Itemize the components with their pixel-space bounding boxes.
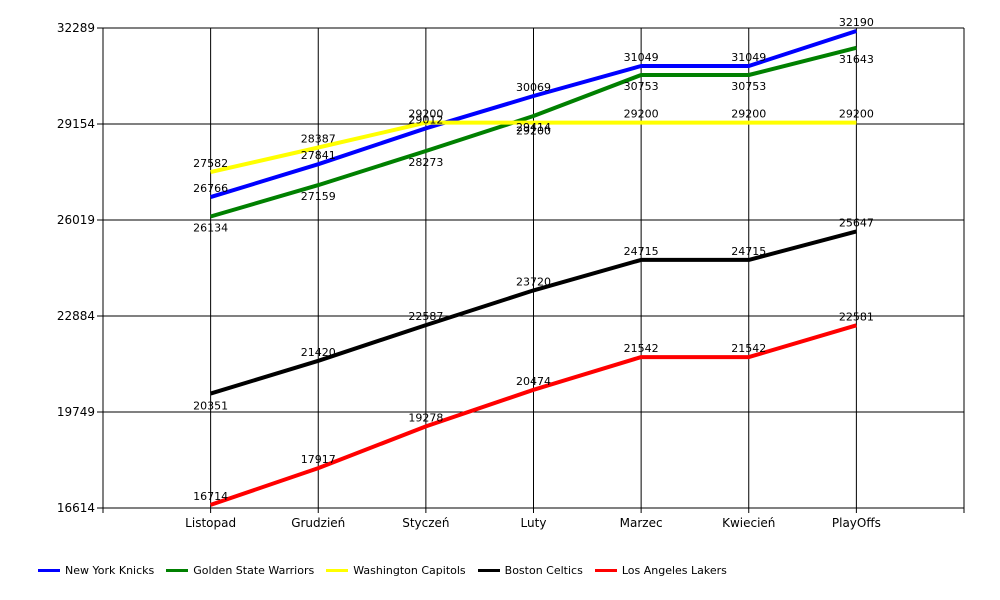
- legend-item: Golden State Warriors: [166, 564, 314, 577]
- data-label: 16714: [193, 490, 228, 503]
- legend-item: Washington Capitols: [326, 563, 466, 577]
- data-label: 21420: [301, 346, 336, 359]
- data-label: 28273: [408, 156, 443, 169]
- x-tick-label: Styczeń: [402, 516, 449, 530]
- y-tick-label: 16614: [57, 501, 95, 515]
- data-label: 25647: [839, 216, 874, 229]
- y-tick-label: 19749: [57, 405, 95, 419]
- data-label: 23720: [516, 275, 551, 288]
- data-labels: 26766 27841 29012 30069 31049 31049 32190 26134…: [193, 16, 874, 503]
- data-label: 20351: [193, 400, 228, 413]
- series-line-los-angeles-lakers: [209, 323, 857, 507]
- data-label: 29414: [516, 121, 551, 134]
- data-label: 27841: [301, 149, 336, 162]
- data-label: 29012: [408, 113, 443, 126]
- legend-label: Boston Celtics: [504, 563, 583, 577]
- grid: [103, 27, 964, 509]
- data-label: 27159: [301, 190, 336, 203]
- data-label: 30753: [624, 80, 659, 93]
- data-label: 31049: [624, 51, 659, 64]
- series-line-golden-state-warriors: [210, 45, 857, 219]
- chart-legend: New York Knicks Golden State Warriors Wash…: [38, 562, 739, 578]
- x-tick-label: Luty: [521, 516, 547, 530]
- legend-label: Washington Capitols: [353, 563, 466, 577]
- data-label: 21542: [731, 342, 766, 355]
- data-label: 24715: [731, 245, 766, 258]
- legend-swatch: [166, 568, 189, 572]
- data-label: 27582: [193, 157, 228, 170]
- legend-swatch: [38, 568, 60, 572]
- data-label: 32190: [839, 16, 874, 29]
- legend-label: Los Angeles Lakers: [621, 563, 727, 577]
- legend-swatch: [326, 568, 349, 572]
- axes: 16614 19749 22884 26019 29154 32289 Listopad Gr…: [57, 21, 965, 530]
- series-line-washington-capitols: [210, 120, 857, 175]
- legend-swatch: [594, 568, 617, 572]
- legend-label: Golden State Warriors: [193, 563, 315, 577]
- y-tick-label: 22884: [57, 309, 95, 323]
- data-label: 31643: [839, 53, 874, 66]
- data-label: 24715: [624, 245, 659, 258]
- series-line-boston-celtics: [210, 229, 857, 396]
- y-tick-label: 26019: [57, 213, 95, 227]
- data-label: 22581: [839, 310, 874, 323]
- data-label: 29200: [408, 108, 443, 121]
- x-tick-label: Kwiecień: [722, 516, 775, 530]
- x-tick-label: Marzec: [620, 516, 663, 530]
- data-label: 30753: [731, 80, 766, 93]
- series-line-new-york-knicks: [210, 29, 858, 200]
- data-label: 26766: [193, 182, 228, 195]
- legend-item: Los Angeles Lakers: [594, 563, 727, 577]
- data-label: 29200: [839, 108, 874, 121]
- data-label: 29200: [731, 108, 766, 121]
- data-label: 30069: [516, 81, 551, 94]
- y-tick-label: 32289: [57, 21, 95, 35]
- data-label: 31049: [731, 51, 766, 64]
- data-label: 19278: [408, 411, 443, 424]
- legend-item: Boston Celtics: [477, 563, 583, 577]
- y-tick-label: 29154: [57, 117, 95, 131]
- data-label: 21542: [624, 342, 659, 355]
- legend-swatch: [477, 568, 500, 572]
- data-label: 26134: [193, 221, 228, 234]
- x-tick-label: Listopad: [185, 516, 236, 530]
- data-label: 28387: [301, 132, 336, 145]
- data-label: 29200: [624, 108, 659, 121]
- data-label: 22587: [408, 310, 443, 323]
- x-tick-label: PlayOffs: [832, 516, 881, 530]
- data-label: 29200: [516, 125, 551, 138]
- data-label: 17917: [301, 453, 336, 466]
- legend-label: New York Knicks: [65, 563, 155, 577]
- data-label: 20474: [516, 375, 551, 388]
- x-tick-label: Grudzień: [291, 516, 345, 530]
- series-lines: [209, 29, 858, 507]
- legend-item: New York Knicks: [38, 564, 154, 577]
